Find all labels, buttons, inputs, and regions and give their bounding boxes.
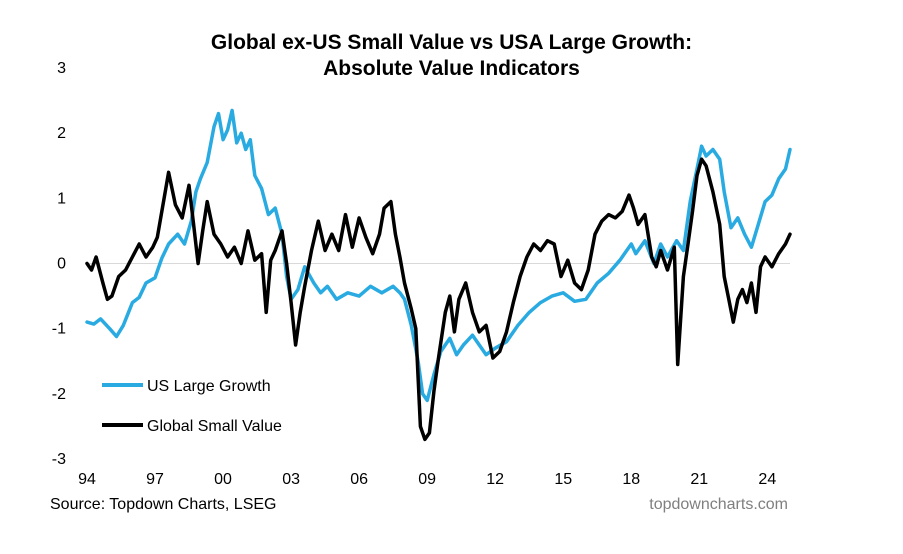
source-note: Source: Topdown Charts, LSEG	[50, 496, 277, 513]
x-tick-label: 24	[758, 471, 776, 488]
x-tick-label: 09	[418, 471, 436, 488]
x-tick-label: 03	[282, 471, 300, 488]
x-tick-label: 12	[486, 471, 504, 488]
y-tick-label: 3	[57, 60, 66, 77]
chart-title: Global ex-US Small Value vs USA Large Gr…	[0, 30, 903, 82]
x-tick-label: 00	[214, 471, 232, 488]
y-tick-label: -1	[52, 321, 66, 338]
x-tick-label: 94	[78, 471, 96, 488]
watermark: topdowncharts.com	[649, 496, 788, 513]
legend-label-1: Global Small Value	[147, 418, 282, 435]
y-tick-label: -2	[52, 386, 66, 403]
x-tick-label: 06	[350, 471, 368, 488]
chart-title-line2: Absolute Value Indicators	[323, 57, 580, 80]
legend-label-0: US Large Growth	[147, 378, 271, 395]
y-tick-label: 2	[57, 125, 66, 142]
y-tick-label: 0	[57, 256, 66, 273]
x-tick-label: 15	[554, 471, 572, 488]
y-tick-label: 1	[57, 190, 66, 207]
x-tick-label: 18	[622, 471, 640, 488]
series-line-0	[85, 108, 792, 403]
chart-title-line1: Global ex-US Small Value vs USA Large Gr…	[210, 31, 693, 54]
y-tick-label: -3	[52, 451, 66, 468]
x-tick-label: 21	[690, 471, 708, 488]
series-line-1	[85, 157, 792, 442]
x-tick-label: 97	[146, 471, 164, 488]
